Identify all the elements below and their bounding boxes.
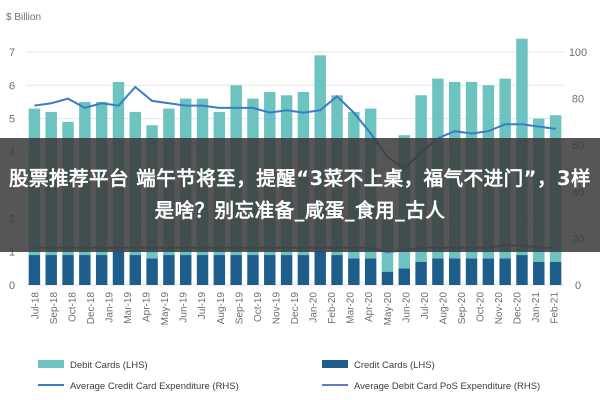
- legend-label: Average Debit Card PoS Expenditure (RHS): [354, 381, 540, 392]
- credit-bar: [432, 258, 444, 285]
- legend: Debit Cards (LHS) Credit Cards (LHS) Avera…: [38, 360, 540, 392]
- credit-bar: [129, 255, 141, 285]
- headline-text: 股票推荐平台 端午节将至，提醒“3菜不上桌，福气不进门”，3样是啥？别忘准备_咸…: [8, 167, 592, 222]
- y-left-tick-label: 7: [9, 47, 15, 59]
- credit-bar: [62, 255, 74, 285]
- x-tick-label: Aug-19: [216, 292, 227, 325]
- x-tick-label: Sep-19: [234, 292, 245, 325]
- x-tick-label: Feb-21: [550, 292, 561, 324]
- credit-bar: [516, 255, 528, 285]
- credit-bar: [348, 258, 360, 285]
- credit-bar: [398, 268, 410, 285]
- x-tick-label: Apr-20: [364, 292, 375, 322]
- legend-label: Credit Cards (LHS): [354, 360, 435, 371]
- x-tick-label: Jun-19: [179, 292, 190, 323]
- y-left-tick-label: 5: [9, 114, 15, 126]
- x-tick-label: Jan-21: [531, 292, 542, 323]
- y-left-tick-label: 6: [9, 80, 15, 92]
- x-tick-label: Jan-19: [105, 292, 116, 323]
- legend-label: Debit Cards (LHS): [70, 360, 148, 371]
- x-tick-label: Oct-20: [476, 292, 487, 322]
- x-tick-label: May-20: [383, 292, 394, 326]
- credit-bar: [465, 258, 478, 285]
- x-tick-label: May-19: [160, 292, 171, 326]
- y-right-tick-label: 100: [569, 47, 587, 59]
- x-tick-label: Sep-18: [49, 292, 60, 325]
- y-left-unit-label: $ Billion: [6, 12, 41, 23]
- credit-bar: [381, 271, 394, 285]
- credit-bar: [230, 255, 242, 285]
- credit-bar: [28, 255, 41, 285]
- credit-bar: [146, 258, 158, 285]
- x-tick-label: Sep-20: [457, 292, 468, 325]
- x-tick-label: Jul-18: [30, 292, 41, 320]
- credit-bar: [415, 261, 427, 285]
- credit-bar: [280, 255, 293, 285]
- headline-overlay: 股票推荐平台 端午节将至，提醒“3菜不上桌，福气不进门”，3样是啥？别忘准备_咸…: [0, 138, 600, 252]
- x-tick-label: Jul-19: [197, 292, 208, 320]
- x-tick-label: Oct-19: [253, 292, 264, 322]
- y-left-tick-label: 1: [9, 247, 15, 259]
- x-tick-label: Nov-20: [494, 292, 505, 325]
- credit-bar: [533, 261, 545, 285]
- legend-swatch: [38, 360, 64, 368]
- credit-bar: [163, 255, 175, 285]
- credit-bar: [247, 255, 259, 285]
- x-tick-label: Dec-19: [290, 292, 301, 325]
- credit-bar: [180, 255, 192, 285]
- credit-bar: [314, 251, 326, 285]
- x-tick-label: Apr-19: [142, 292, 153, 322]
- credit-bar: [95, 255, 108, 285]
- credit-bar: [297, 255, 310, 285]
- y-left-tick-label: 0: [9, 280, 15, 292]
- credit-bar: [112, 251, 125, 285]
- credit-bar: [482, 258, 495, 285]
- credit-bar: [331, 255, 343, 285]
- credit-bar: [449, 258, 461, 285]
- credit-bar: [79, 255, 91, 285]
- x-tick-label: Aug-20: [438, 292, 449, 325]
- x-tick-label: Mar-20: [346, 292, 357, 324]
- x-tick-label: Nov-19: [271, 292, 282, 325]
- credit-bar: [549, 261, 562, 285]
- x-ticks: Jul-18 Sep-18 Oct-18 Dec-18 Jan-19 Mar-19 Apr-…: [30, 292, 560, 326]
- legend-swatch: [322, 360, 348, 368]
- x-tick-label: Dec-20: [513, 292, 524, 325]
- x-tick-label: Feb-20: [327, 292, 338, 324]
- y-right-tick-label: 80: [572, 94, 584, 106]
- x-tick-label: Oct-18: [67, 292, 78, 322]
- legend-label: Average Credit Card Expenditure (RHS): [70, 381, 239, 392]
- credit-bar: [196, 255, 209, 285]
- credit-bar: [45, 255, 57, 285]
- x-tick-label: Dec-18: [86, 292, 97, 325]
- y-right-tick-label: 0: [575, 280, 581, 292]
- x-tick-label: Jun-20: [401, 292, 412, 323]
- credit-bar: [499, 258, 511, 285]
- x-tick-label: Jan-20: [309, 292, 320, 323]
- credit-bar: [213, 255, 226, 285]
- credit-bar: [264, 255, 276, 285]
- x-tick-label: Mar-19: [123, 292, 134, 324]
- credit-expenditure-line: [34, 85, 556, 170]
- x-tick-label: Jul-20: [420, 292, 431, 320]
- credit-bar: [364, 258, 377, 285]
